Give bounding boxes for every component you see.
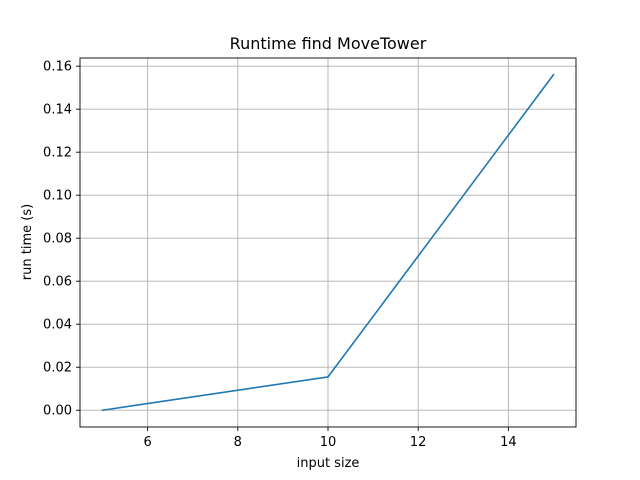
y-tick-label: 0.16 xyxy=(43,60,72,75)
x-axis-ticks: 6 8 10 12 14 xyxy=(143,427,517,450)
x-tick-label: 8 xyxy=(234,435,242,450)
series-line xyxy=(101,73,555,412)
y-tick-label: 0.10 xyxy=(43,189,72,204)
y-tick-label: 0.06 xyxy=(43,275,72,290)
x-tick-label: 14 xyxy=(500,435,517,450)
x-axis-label: input size xyxy=(297,456,360,471)
x-tick-label: 12 xyxy=(410,435,427,450)
y-tick-label: 0.14 xyxy=(43,103,72,118)
series-layer xyxy=(101,73,555,412)
chart-title: Runtime find MoveTower xyxy=(230,34,427,53)
grid-lines xyxy=(80,58,576,427)
y-tick-label: 0.04 xyxy=(43,318,72,333)
x-tick-label: 6 xyxy=(143,435,151,450)
y-tick-label: 0.08 xyxy=(43,232,72,247)
y-axis-ticks: 0.00 0.02 0.04 0.06 0.08 0.10 0.12 0.14 0.16 xyxy=(43,60,80,419)
y-tick-label: 0.00 xyxy=(43,404,72,419)
y-axis-label: run time (s) xyxy=(20,204,35,280)
y-tick-label: 0.12 xyxy=(43,146,72,161)
y-tick-label: 0.02 xyxy=(43,361,72,376)
x-tick-label: 10 xyxy=(320,435,337,450)
